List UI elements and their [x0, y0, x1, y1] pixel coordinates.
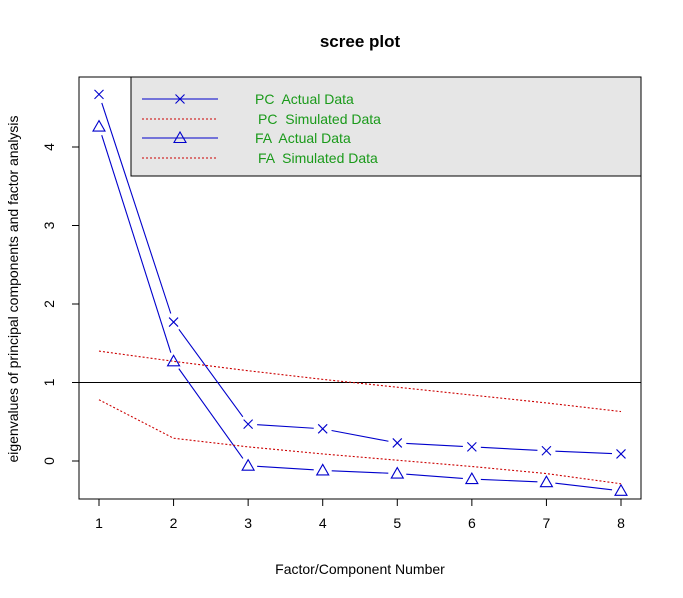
legend-entry: PC Actual Data: [142, 91, 354, 107]
series-4: [98, 399, 622, 485]
series-segment: [480, 478, 538, 483]
series-segment: [555, 450, 613, 455]
data-point: [243, 419, 254, 429]
data-point: [466, 441, 477, 452]
y-tick-label: 1: [41, 378, 57, 386]
y-tick-label: 0: [41, 457, 57, 465]
data-point: [317, 423, 328, 434]
data-point: [166, 354, 181, 367]
y-axis-label: eigenvalues of principal components and …: [5, 115, 21, 462]
series-segment: [178, 368, 244, 459]
x-tick-label: 8: [617, 515, 625, 531]
series-segment: [331, 470, 389, 474]
data-point: [390, 466, 405, 479]
data-point: [541, 445, 552, 456]
series-segment: [555, 482, 613, 491]
series-segment: [406, 473, 463, 479]
series-lines: [79, 89, 641, 496]
legend-entry: PC Simulated Data: [142, 111, 381, 127]
data-point: [539, 475, 554, 488]
y-tick-label: 4: [41, 143, 57, 151]
x-tick-label: 4: [319, 515, 327, 531]
data-point: [168, 317, 179, 327]
data-point: [241, 458, 256, 471]
legend-entry: FA Actual Data: [142, 130, 351, 146]
data-point: [614, 483, 628, 496]
y-tick-label: 2: [41, 300, 57, 308]
legend-label: PC Simulated Data: [258, 111, 381, 127]
chart-title: scree plot: [320, 32, 401, 51]
series-segment: [101, 102, 172, 314]
series-line: [98, 399, 622, 485]
x-tick-label: 7: [543, 515, 551, 531]
x-axis-label: Factor/Component Number: [275, 561, 445, 577]
data-point: [92, 119, 106, 132]
series-segment: [257, 424, 314, 429]
y-tick-label: 3: [41, 221, 57, 229]
legend-label: PC Actual Data: [255, 91, 354, 107]
data-point: [392, 438, 403, 448]
x-tick-label: 3: [244, 515, 252, 531]
series-segment: [178, 328, 244, 418]
data-point: [464, 471, 479, 485]
legend-label: FA Actual Data: [255, 130, 351, 146]
axis-ticks: 1 2 3 4 5 6 7 8 0 1 2 3 4: [41, 143, 625, 531]
data-point: [94, 89, 104, 100]
series-1: [94, 89, 626, 459]
x-tick-label: 6: [468, 515, 476, 531]
legend-box: [130, 76, 642, 177]
series-segment: [406, 442, 463, 447]
x-tick-label: 2: [170, 515, 178, 531]
series-segment: [331, 429, 389, 442]
series-segment: [257, 465, 314, 471]
legend-marker: [173, 130, 187, 144]
legend: PC Actual Data PC Simulated Data FA Actual…: [130, 76, 642, 177]
series-segment: [101, 135, 172, 353]
x-tick-label: 1: [95, 515, 103, 531]
x-tick-label: 5: [393, 515, 401, 531]
series-segment: [480, 446, 538, 451]
series-2: [98, 350, 622, 413]
data-point: [315, 463, 330, 476]
legend-label: FA Simulated Data: [258, 150, 378, 166]
legend-entry: FA Simulated Data: [142, 150, 378, 166]
series-line: [98, 350, 622, 413]
series-3: [92, 119, 628, 496]
data-point: [616, 449, 626, 459]
legend-marker: [175, 94, 185, 104]
